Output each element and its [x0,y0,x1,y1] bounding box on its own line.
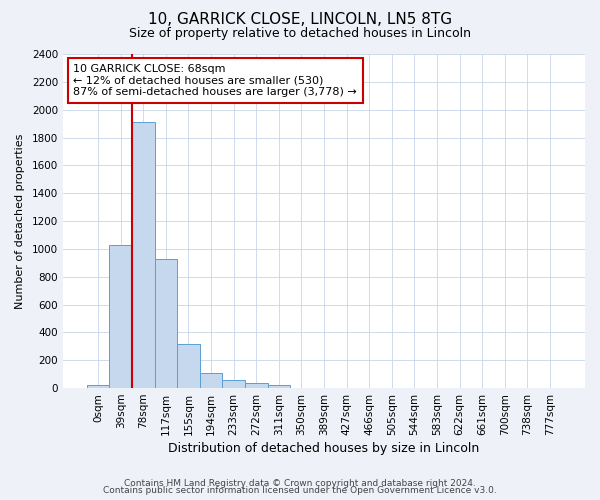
Text: Contains HM Land Registry data © Crown copyright and database right 2024.: Contains HM Land Registry data © Crown c… [124,478,476,488]
Text: Contains public sector information licensed under the Open Government Licence v3: Contains public sector information licen… [103,486,497,495]
Bar [245,383,268,388]
Bar [223,380,245,388]
Bar [268,384,290,388]
Bar [155,258,177,388]
Bar [87,386,109,388]
Bar [177,344,200,388]
Bar [200,374,223,388]
Bar [132,122,155,388]
Text: 10 GARRICK CLOSE: 68sqm
← 12% of detached houses are smaller (530)
87% of semi-d: 10 GARRICK CLOSE: 68sqm ← 12% of detache… [73,64,357,97]
Text: 10, GARRICK CLOSE, LINCOLN, LN5 8TG: 10, GARRICK CLOSE, LINCOLN, LN5 8TG [148,12,452,28]
Bar [109,244,132,388]
Text: Size of property relative to detached houses in Lincoln: Size of property relative to detached ho… [129,28,471,40]
Y-axis label: Number of detached properties: Number of detached properties [15,134,25,308]
X-axis label: Distribution of detached houses by size in Lincoln: Distribution of detached houses by size … [169,442,479,455]
